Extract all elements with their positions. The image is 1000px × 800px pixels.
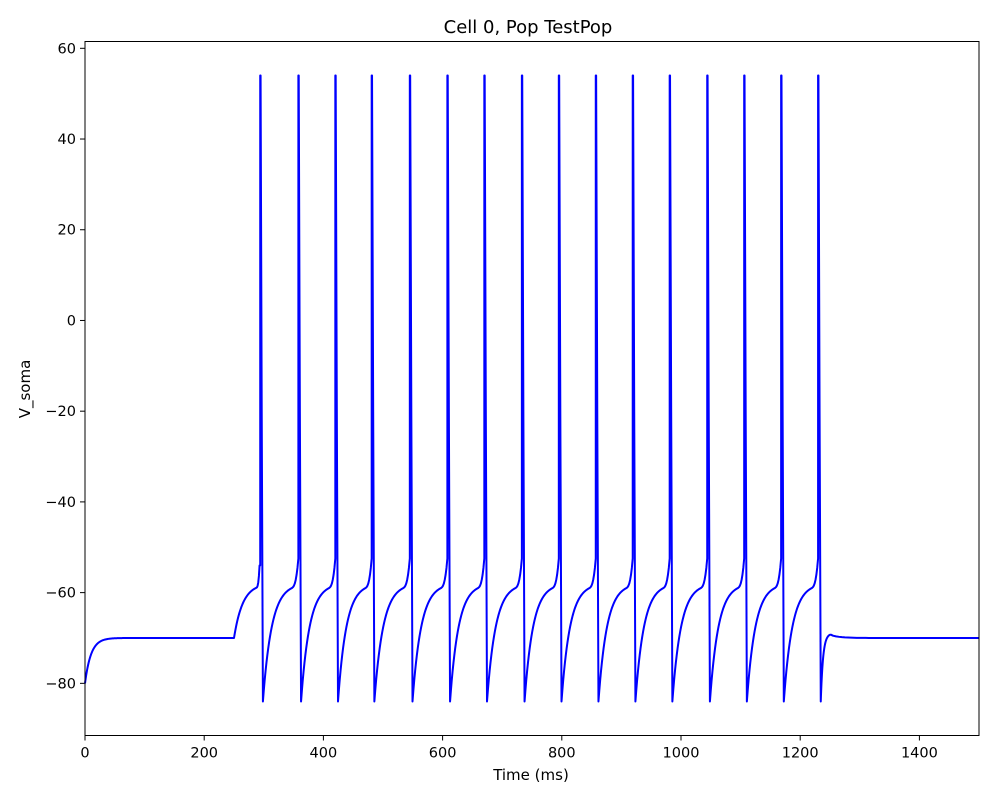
y-tick-label: −80 (45, 676, 76, 692)
x-tick-label: 1200 (782, 746, 819, 762)
x-tick-label: 800 (548, 746, 576, 762)
y-tick-label: 60 (58, 41, 76, 57)
x-axis-ticks: 0 200 400 600 800 1000 1200 1400 (80, 735, 938, 762)
x-axis-label: Time (ms) (492, 766, 569, 784)
x-tick-label: 0 (80, 746, 89, 762)
x-tick-label: 400 (310, 746, 338, 762)
y-tick-label: −40 (45, 495, 76, 511)
x-tick-label: 600 (429, 746, 457, 762)
y-tick-label: 40 (58, 132, 76, 148)
y-axis-label: V_soma (16, 360, 35, 419)
y-axis-ticks: −80 −60 −40 −20 0 20 40 60 (45, 41, 85, 692)
y-tick-label: −60 (45, 586, 76, 602)
x-tick-label: 1000 (663, 746, 700, 762)
x-tick-label: 1400 (901, 746, 938, 762)
y-tick-label: 20 (58, 223, 76, 239)
plot-frame (84, 41, 980, 736)
chart-title: Cell 0, Pop TestPop (444, 17, 613, 38)
x-tick-label: 200 (190, 746, 218, 762)
y-tick-label: −20 (45, 404, 76, 420)
voltage-trace-line (84, 74, 979, 703)
y-tick-label: 0 (67, 313, 76, 329)
